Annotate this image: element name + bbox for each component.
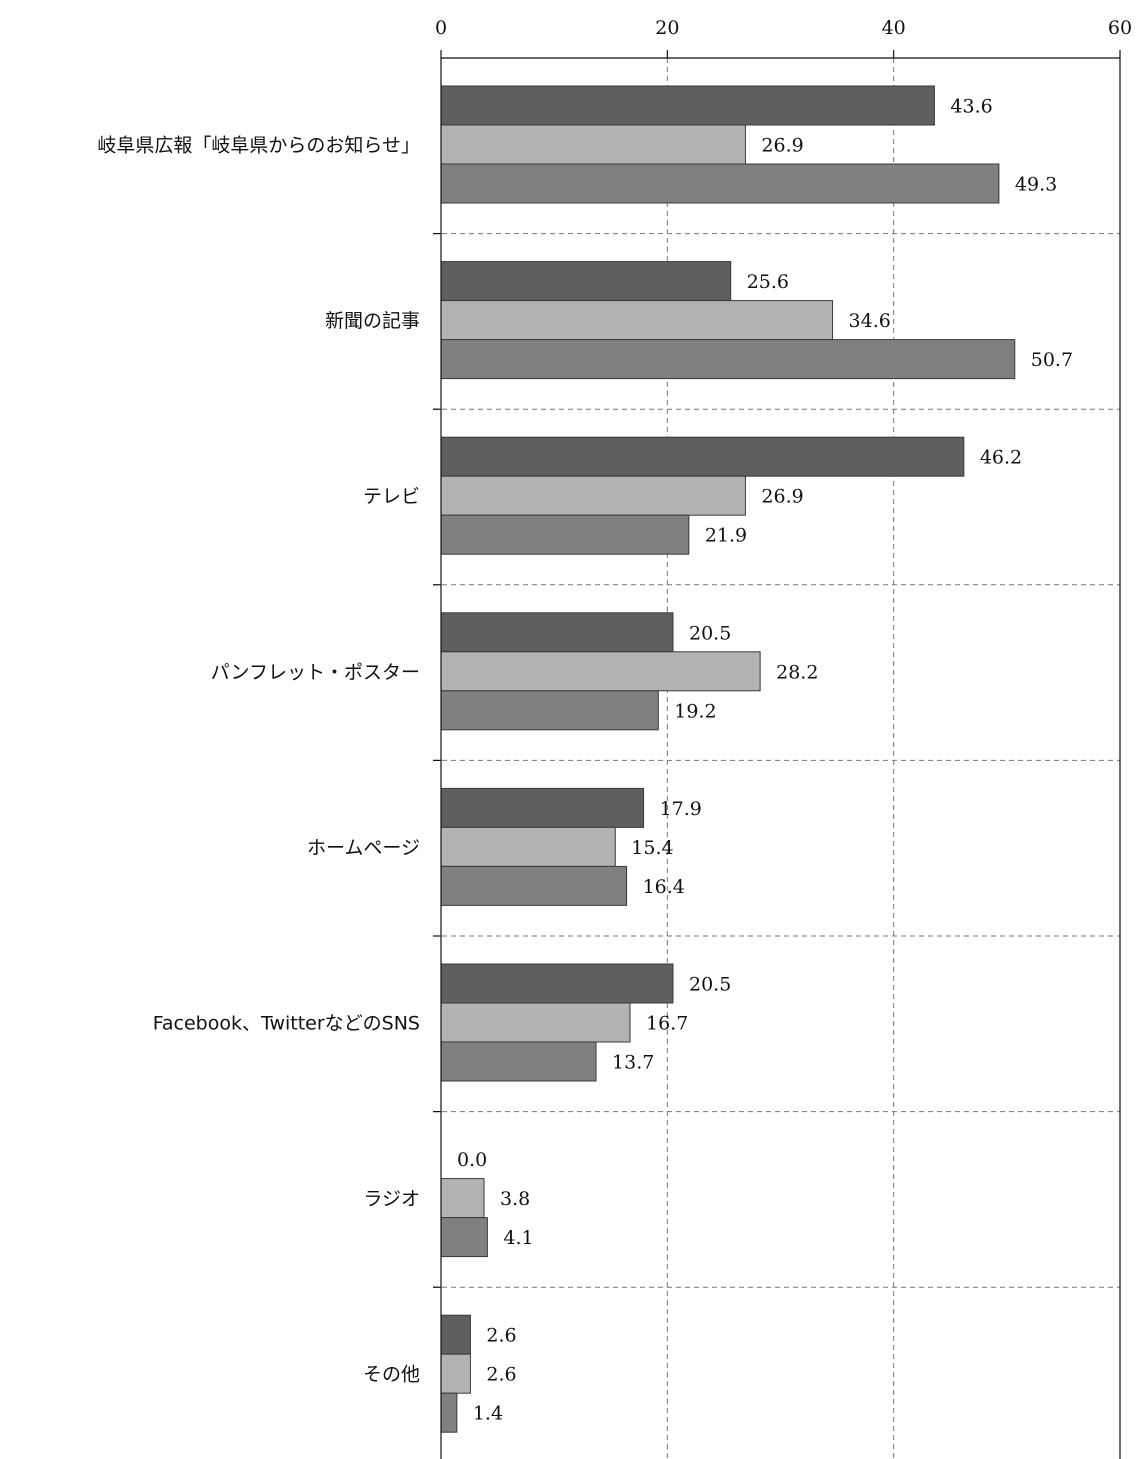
bar [440, 865, 628, 906]
data-label: 25.6 [747, 271, 789, 293]
category-label: 岐阜県広報「岐阜県からのお知らせ」 [97, 135, 420, 157]
bar [440, 85, 935, 126]
labels: 43.6 25.6 46.2 20.5 17.9 20.5 0.0 2.6 26.9 34.6 26… [97, 17, 1132, 1425]
bar [440, 651, 761, 692]
data-label: 26.9 [761, 135, 803, 157]
category-label: Facebook、TwitterなどのSNS [153, 1013, 420, 1035]
data-label: 2.6 [486, 1325, 516, 1347]
data-label: 46.2 [980, 447, 1022, 469]
bar [440, 1002, 631, 1043]
bar [440, 261, 732, 302]
bar [440, 475, 746, 516]
bar [440, 1217, 488, 1258]
bar [440, 826, 616, 867]
data-label: 21.9 [705, 525, 747, 547]
category-label: 新聞の記事 [325, 310, 420, 332]
data-label: 19.2 [674, 700, 716, 722]
bar [440, 1314, 471, 1355]
x-tick-label: 0 [435, 17, 447, 39]
data-label: 2.6 [486, 1364, 516, 1386]
bar [440, 1178, 485, 1219]
data-label: 16.4 [643, 876, 685, 898]
data-label: 28.2 [776, 661, 818, 683]
axes [433, 50, 1121, 1459]
bar [440, 612, 674, 653]
x-tick-label: 40 [882, 17, 906, 39]
data-label: 34.6 [849, 310, 891, 332]
bar [440, 1041, 597, 1082]
bar [440, 690, 659, 731]
data-label: 13.7 [612, 1052, 654, 1074]
bar [440, 339, 1016, 380]
data-label: 43.6 [950, 96, 992, 118]
data-label: 17.9 [660, 798, 702, 820]
bar [440, 963, 674, 1004]
category-label: ホームページ [307, 837, 420, 859]
data-label: 20.5 [689, 622, 731, 644]
data-label: 50.7 [1031, 349, 1073, 371]
data-label: 3.8 [500, 1188, 530, 1210]
category-label: その他 [363, 1364, 420, 1386]
data-label: 0.0 [457, 1149, 487, 1171]
x-tick-label: 20 [655, 17, 679, 39]
bar [440, 1353, 471, 1394]
bar [440, 514, 690, 555]
data-label: 4.1 [503, 1227, 533, 1249]
data-label: 1.4 [473, 1403, 503, 1425]
data-label: 49.3 [1015, 174, 1057, 196]
bar [440, 787, 645, 828]
grid-lines [433, 58, 1121, 1459]
data-label: 26.9 [761, 486, 803, 508]
bar [440, 1392, 458, 1433]
category-label: テレビ [363, 486, 420, 508]
category-label: パンフレット・ポスター [211, 661, 420, 683]
bar [440, 163, 1000, 204]
bar [440, 124, 746, 165]
bar [440, 436, 965, 477]
x-tick-label: 60 [1108, 17, 1132, 39]
bars [440, 85, 1016, 1433]
category-label: ラジオ [363, 1188, 420, 1210]
data-label: 16.7 [646, 1013, 688, 1035]
bar [440, 300, 834, 341]
data-label: 20.5 [689, 974, 731, 996]
data-label: 15.4 [631, 837, 673, 859]
